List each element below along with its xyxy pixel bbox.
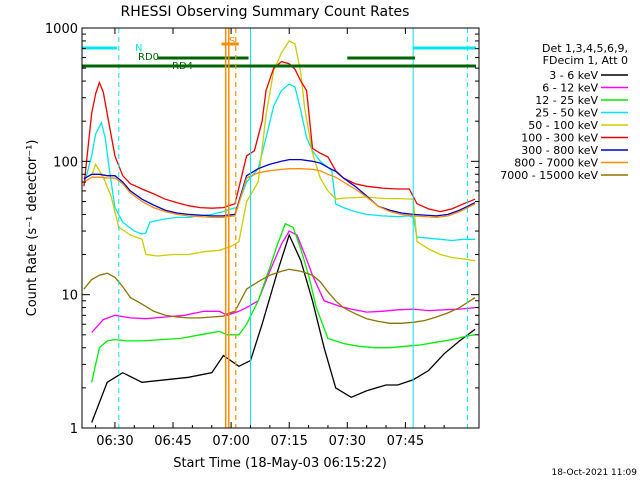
y-tick-label: 1 xyxy=(70,422,78,437)
legend-entry-label: 25 - 50 keV xyxy=(535,107,598,120)
legend-header-line2: FDecim 1, Att 0 xyxy=(543,54,628,67)
series-line-8 xyxy=(83,268,476,324)
legend-entry-label: 7000 - 15000 keV xyxy=(500,169,598,182)
y-tick-label: 1000 xyxy=(45,22,78,37)
x-tick-label: 07:30 xyxy=(329,434,366,449)
legend-entry-label: 3 - 6 keV xyxy=(549,69,598,82)
x-tick-label: 06:45 xyxy=(154,434,191,449)
series-line-2 xyxy=(91,222,476,383)
legend-entry-label: 50 - 100 keV xyxy=(528,119,598,132)
legend-entry-label: 100 - 300 keV xyxy=(521,132,598,145)
x-axis-label: Start Time (18-May-03 06:15:22) xyxy=(173,456,387,471)
series-line-4 xyxy=(91,40,476,262)
series-line-0 xyxy=(91,233,476,423)
series-line-5 xyxy=(83,60,476,213)
series-line-7 xyxy=(83,168,476,219)
x-axis-ticks: 06:30 06:45 07:00 07:15 07:30 07:45 xyxy=(95,28,445,449)
legend-entry-label: 800 - 7000 keV xyxy=(514,157,598,170)
legend-entry-label: 300 - 800 keV xyxy=(521,144,598,157)
rd0-label: RD0 xyxy=(138,52,159,63)
rd4-label: RD4 xyxy=(172,61,193,72)
y-tick-label: 100 xyxy=(53,155,78,170)
plot-frame xyxy=(81,27,480,429)
y-tick-label: 10 xyxy=(61,289,78,304)
night-label: N xyxy=(135,43,142,54)
series-line-1 xyxy=(91,230,476,333)
y-axis-ticks: 1 10 100 1000 xyxy=(45,22,479,437)
footer-timestamp: 18-Oct-2021 11:09 xyxy=(552,468,638,478)
legend-entry-label: 6 - 12 keV xyxy=(542,82,598,95)
legend-entry-label: 12 - 25 keV xyxy=(535,94,598,107)
saa-label: S xyxy=(229,36,235,47)
legend-header-line1: Det 1,3,4,5,6,9, xyxy=(542,42,628,55)
x-tick-label: 06:30 xyxy=(96,434,133,449)
x-tick-label: 07:15 xyxy=(270,434,307,449)
series-line-6 xyxy=(83,158,476,217)
series-layer xyxy=(83,40,476,423)
series-line-3 xyxy=(83,83,476,242)
chart-title: RHESSI Observing Summary Count Rates xyxy=(121,4,410,20)
x-tick-label: 07:00 xyxy=(212,434,249,449)
x-tick-label: 07:45 xyxy=(387,434,424,449)
y-axis-label: Count Rate (s⁻¹ detector⁻¹) xyxy=(25,140,40,317)
